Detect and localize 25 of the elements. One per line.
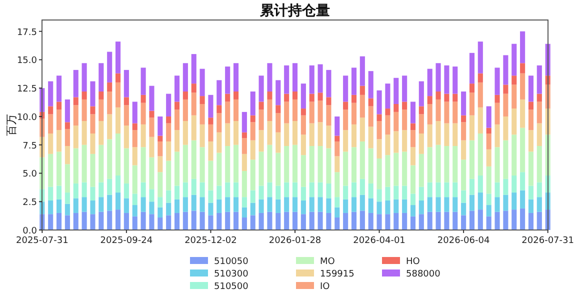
legend-label: 159915 (320, 270, 354, 280)
x-tick-label: 2026-07-31 (522, 236, 574, 246)
y-tick-label: 7.5 (22, 141, 37, 152)
x-tick-label: 2026-06-04 (437, 236, 490, 246)
x-tick-label: 2026-01-28 (268, 236, 322, 246)
y-tick-label: 10.0 (16, 112, 38, 123)
chart-title: 累计持仓量 (259, 3, 330, 19)
legend-label: 510500 (214, 282, 249, 292)
y-tick-label: 12.5 (16, 84, 37, 95)
y-tick-label: 15.0 (16, 56, 38, 66)
x-tick-label: 2025-12-02 (184, 236, 237, 246)
legend-label: HO (406, 257, 420, 267)
y-tick-label: 17.5 (16, 28, 37, 38)
x-tick-label: 2025-09-24 (100, 236, 153, 246)
x-tick-label: 2025-07-31 (16, 236, 68, 246)
legend-label: MO (320, 257, 335, 267)
legend-label: IO (320, 282, 330, 292)
legend-label: 510050 (214, 257, 249, 267)
y-axis-title: 百万 (5, 114, 18, 136)
legend-label: 588000 (406, 270, 441, 280)
y-tick-label: 0.0 (22, 226, 38, 236)
x-tick-label: 2026-04-01 (353, 236, 406, 246)
y-tick-label: 2.5 (22, 198, 37, 208)
y-tick-label: 5.0 (22, 170, 38, 180)
legend-label: 510300 (214, 270, 249, 280)
